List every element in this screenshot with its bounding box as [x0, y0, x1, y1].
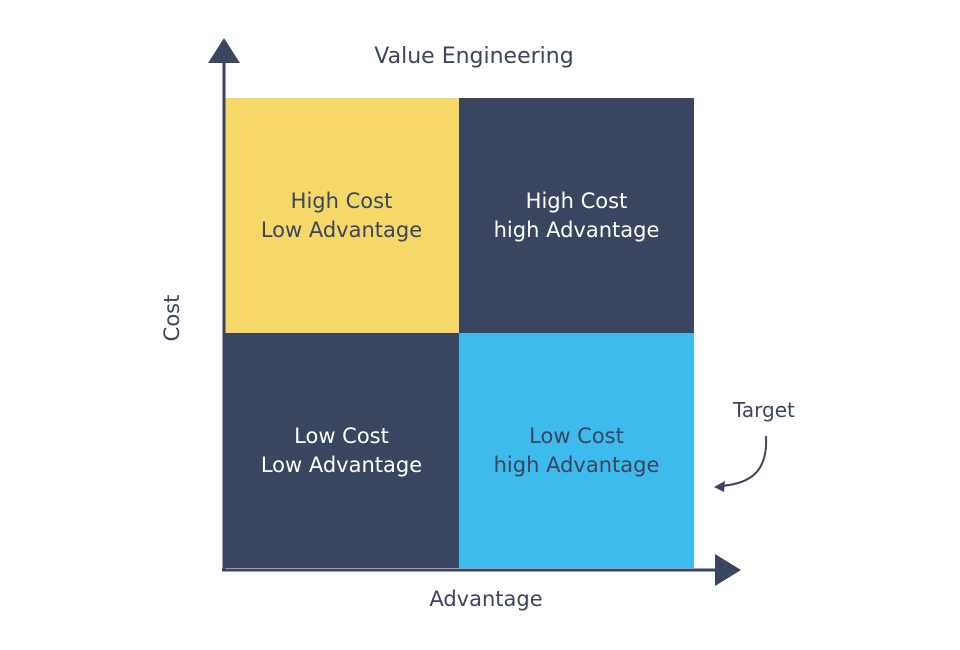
quadrant-line-1: High Cost	[525, 188, 628, 213]
quadrant-high-cost-low-advantage: High Cost Low Advantage	[224, 98, 459, 333]
quadrant-line-2: high Advantage	[493, 452, 660, 477]
quadrant-line-1: Low Cost	[294, 423, 389, 448]
diagram-title: Value Engineering	[374, 44, 574, 69]
target-label: Target	[733, 398, 795, 422]
quadrant-high-cost-high-advantage: High Cost high Advantage	[459, 98, 694, 333]
x-axis-arrow-icon	[715, 554, 741, 586]
quadrant-line-1: Low Cost	[529, 423, 624, 448]
quadrant-line-2: high Advantage	[493, 217, 660, 242]
quadrant-line-1: High Cost	[290, 188, 393, 213]
y-axis-arrow-icon	[208, 38, 240, 63]
quadrant-line-2: Low Advantage	[260, 452, 423, 477]
quadrant-low-cost-high-advantage: Low Cost high Advantage	[459, 333, 694, 568]
target-arrow-curve	[719, 435, 768, 487]
y-axis-label: Cost	[160, 294, 184, 342]
x-axis-label: Advantage	[429, 587, 543, 611]
quadrant-line-2: Low Advantage	[260, 217, 423, 242]
target-arrow-head-icon	[714, 481, 725, 492]
quadrant-low-cost-low-advantage: Low Cost Low Advantage	[224, 333, 459, 568]
